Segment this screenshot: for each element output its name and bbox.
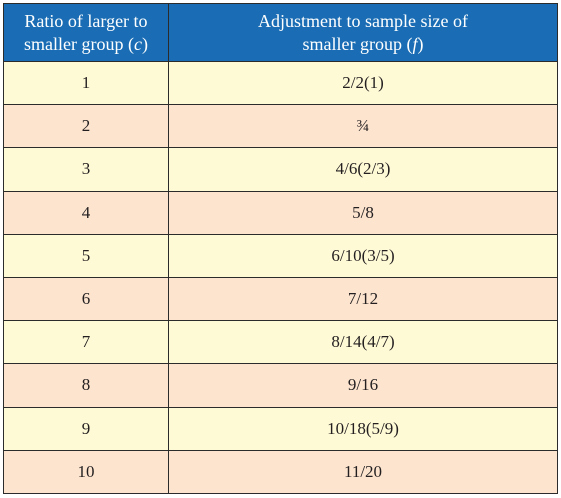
ratio-cell: 2 [3, 104, 169, 149]
table-body: 1 2/2(1) 2 ¾ 3 4/6(2/3) 4 5/8 5 6/10(3/5… [3, 60, 558, 494]
header-ratio-variable: c [133, 33, 142, 54]
table-row: 8 9/16 [3, 363, 558, 408]
header-adjustment-line2-suffix: ) [417, 33, 424, 54]
adjustment-cell: 5/8 [168, 190, 558, 235]
adjustment-cell: 2/2(1) [168, 60, 558, 106]
ratio-cell: 4 [3, 190, 169, 235]
table-row: 7 8/14(4/7) [3, 320, 558, 365]
header-adjustment: Adjustment to sample size of smaller gro… [168, 3, 558, 62]
table-row: 9 10/18(5/9) [3, 406, 558, 451]
table-container: Ratio of larger to smaller group (c) Adj… [3, 3, 558, 494]
ratio-cell: 1 [3, 60, 169, 106]
header-adjustment-line2-prefix: smaller group ( [302, 33, 413, 54]
header-adjustment-variable: f [412, 33, 418, 54]
header-ratio-line2-suffix: ) [141, 33, 148, 54]
header-row: Ratio of larger to smaller group (c) Adj… [3, 3, 558, 62]
header-ratio-line1: Ratio of larger to [24, 10, 148, 31]
table-row: 10 11/20 [3, 449, 558, 494]
adjustment-cell: 7/12 [168, 276, 558, 322]
table-header: Ratio of larger to smaller group (c) Adj… [3, 3, 558, 62]
adjustment-cell: 11/20 [168, 449, 558, 494]
adjustment-cell: 8/14(4/7) [168, 320, 558, 365]
table-row: 6 7/12 [3, 276, 558, 322]
table-row: 5 6/10(3/5) [3, 233, 558, 278]
header-ratio-line2-prefix: smaller group ( [24, 33, 134, 54]
ratio-cell: 10 [3, 449, 169, 494]
ratio-cell: 7 [3, 320, 169, 365]
ratio-cell: 6 [3, 276, 169, 322]
header-ratio: Ratio of larger to smaller group (c) [3, 3, 169, 62]
adjustment-cell: 6/10(3/5) [168, 233, 558, 278]
table-row: 4 5/8 [3, 190, 558, 235]
adjustment-cell: ¾ [168, 104, 558, 149]
sample-size-adjustment-table: Ratio of larger to smaller group (c) Adj… [3, 3, 558, 494]
adjustment-cell: 9/16 [168, 363, 558, 408]
ratio-cell: 5 [3, 233, 169, 278]
table-row: 1 2/2(1) [3, 60, 558, 106]
header-adjustment-line1: Adjustment to sample size of [258, 10, 468, 31]
ratio-cell: 8 [3, 363, 169, 408]
ratio-cell: 9 [3, 406, 169, 451]
table-row: 2 ¾ [3, 104, 558, 149]
table-row: 3 4/6(2/3) [3, 147, 558, 192]
ratio-cell: 3 [3, 147, 169, 192]
adjustment-cell: 4/6(2/3) [168, 147, 558, 192]
adjustment-cell: 10/18(5/9) [168, 406, 558, 451]
